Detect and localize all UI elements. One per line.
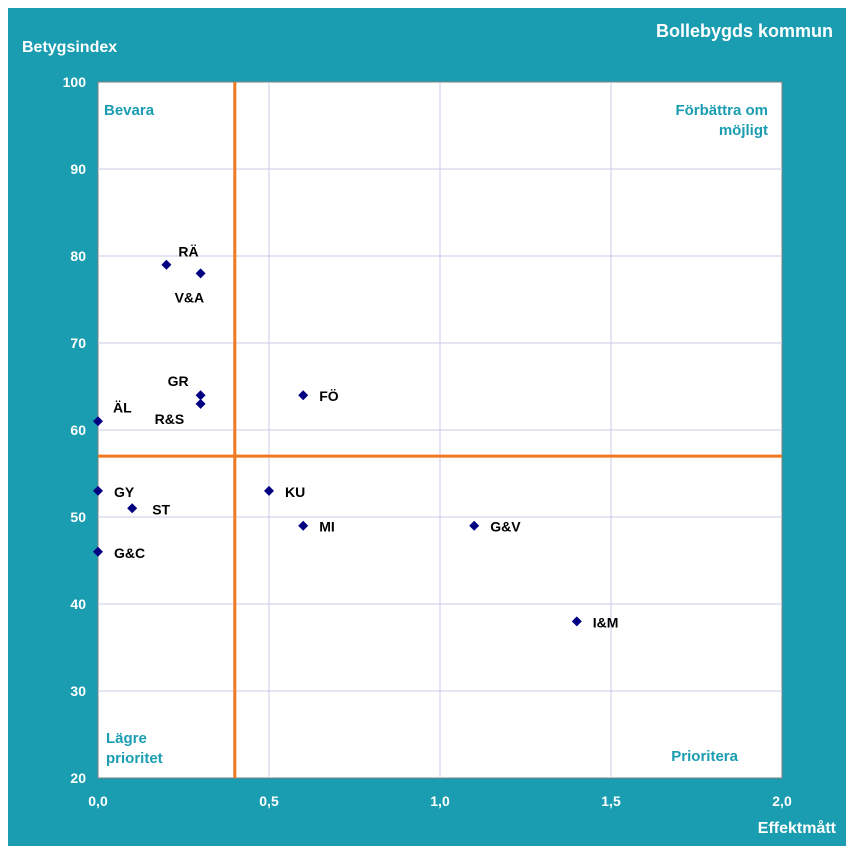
data-point-label: I&M — [593, 614, 619, 630]
data-point-marker — [195, 268, 206, 279]
quadrant-bottom-left-label-line2: prioritet — [106, 750, 163, 767]
x-tick-label: 2,0 — [772, 793, 792, 809]
data-point-marker — [298, 390, 309, 401]
y-tick-label: 90 — [70, 161, 86, 177]
data-point-marker — [298, 520, 309, 531]
y-tick-label: 40 — [70, 596, 86, 612]
quadrant-top-right-label-line1: Förbättra om — [675, 102, 768, 119]
gridlines — [98, 82, 782, 778]
reference-lines — [98, 82, 782, 778]
data-point-marker — [195, 390, 206, 401]
y-tick-label: 80 — [70, 248, 86, 264]
quadrant-labels: Bevara Förbättra om möjligt Lägre priori… — [104, 102, 768, 767]
data-point-marker — [571, 616, 582, 627]
x-tick-label: 1,0 — [430, 793, 450, 809]
data-point-label: ÄL — [113, 399, 132, 415]
data-points: RÄ V&A GR R&S ÄL FÖ GY KU ST MI G&V G&C I&M — [93, 244, 619, 630]
data-point-label: G&C — [114, 545, 145, 561]
data-point-marker — [93, 546, 103, 557]
data-point-marker — [93, 485, 103, 496]
y-axis-label: Betygsindex — [22, 39, 117, 56]
data-point-marker — [195, 398, 206, 409]
data-point-marker — [127, 503, 138, 514]
x-tick-label: 0,5 — [259, 793, 279, 809]
y-tick-label: 100 — [63, 74, 87, 90]
data-point-label: R&S — [155, 411, 185, 427]
quadrant-top-right-label-line2: möjligt — [719, 122, 768, 139]
y-tick-label: 20 — [70, 770, 86, 786]
x-axis-label: Effektmått — [758, 819, 837, 837]
data-point-marker — [161, 259, 172, 270]
quadrant-bottom-right-label: Prioritera — [671, 748, 738, 765]
data-point-label: MI — [319, 519, 335, 535]
data-point-label: GY — [114, 484, 135, 500]
chart-title: Bollebygds kommun — [656, 21, 833, 41]
x-tick-label: 1,5 — [601, 793, 621, 809]
y-tick-label: 30 — [70, 683, 86, 699]
data-point-label: GR — [168, 373, 189, 389]
y-tick-label: 70 — [70, 335, 86, 351]
data-point-marker — [264, 485, 274, 496]
x-tick-label: 0,0 — [88, 793, 108, 809]
quadrant-bottom-left-label-line1: Lägre — [106, 730, 147, 747]
quadrant-top-left-label: Bevara — [104, 102, 155, 119]
scatter-chart: 0,0 0,5 1,0 1,5 2,0 20 30 40 50 60 70 80 90 100 RÄ V&A… — [22, 21, 837, 837]
data-point-label: RÄ — [178, 244, 198, 260]
y-tick-label: 50 — [70, 509, 86, 525]
y-tick-label: 60 — [70, 422, 86, 438]
tick-labels: 0,0 0,5 1,0 1,5 2,0 20 30 40 50 60 70 80 90 100 — [63, 74, 792, 809]
chart-frame: 0,0 0,5 1,0 1,5 2,0 20 30 40 50 60 70 80 90 100 RÄ V&A… — [8, 8, 846, 846]
data-point-label: ST — [152, 501, 170, 517]
data-point-marker — [93, 416, 103, 427]
data-point-label: KU — [285, 484, 305, 500]
data-point-label: G&V — [490, 519, 521, 535]
data-point-label: FÖ — [319, 388, 339, 404]
data-point-marker — [469, 520, 480, 531]
data-point-label: V&A — [175, 289, 205, 305]
